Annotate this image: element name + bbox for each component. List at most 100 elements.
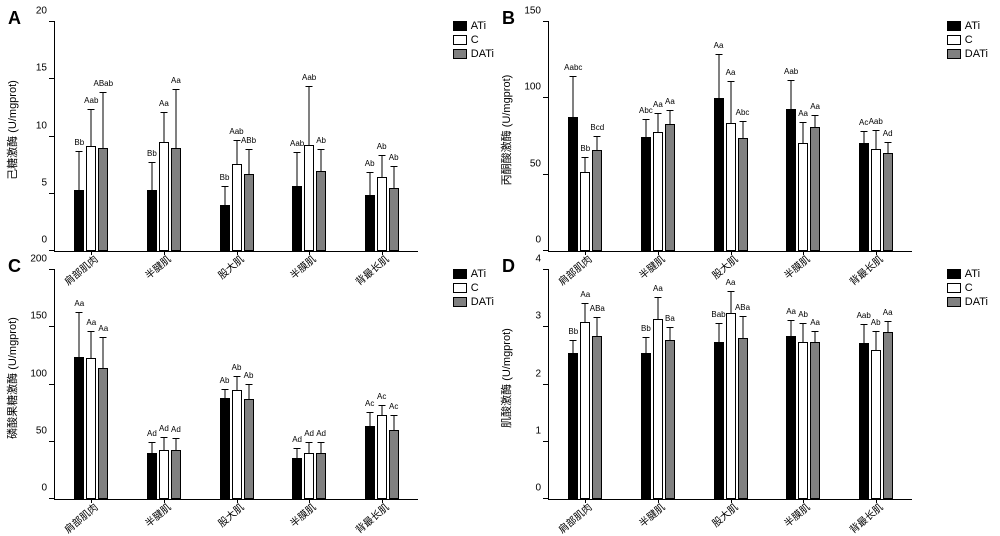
significance-label: ABa xyxy=(735,303,750,312)
bar-wrap: Ab xyxy=(365,195,375,251)
plot: 050100150肩部肌肉AabcBbBcd半腱肌AbcAaAa股大肌AaAaA… xyxy=(548,22,912,252)
bar-wrap: Ad xyxy=(171,450,181,499)
significance-label: Ad xyxy=(292,435,302,444)
bar-wrap: Aab xyxy=(292,186,302,251)
bar-wrap: Ab xyxy=(377,177,387,251)
error-bar xyxy=(742,316,743,339)
error-bar xyxy=(875,130,876,150)
bar: Ab xyxy=(232,390,242,499)
error-bar xyxy=(309,442,310,455)
bar-wrap: Aab xyxy=(859,343,869,499)
error-bar xyxy=(803,323,804,343)
error-bar xyxy=(163,112,164,143)
significance-label: Bab xyxy=(711,310,725,319)
bar-group: BbAaBa xyxy=(641,319,675,499)
legend-swatch xyxy=(453,297,467,307)
bar: Aab xyxy=(859,343,869,499)
bar: Aa xyxy=(714,98,724,251)
bar-group: AbAbAb xyxy=(220,390,254,499)
error-bar xyxy=(369,412,370,427)
error-bar xyxy=(730,81,731,124)
significance-label: Aab xyxy=(290,139,304,148)
bar-wrap: Ab xyxy=(232,390,242,499)
bar: Ab xyxy=(365,195,375,251)
legend-row: DATi xyxy=(947,48,988,60)
bar: Aa xyxy=(726,313,736,499)
bar-group: AcAcAc xyxy=(365,415,399,499)
significance-label: Abc xyxy=(639,106,653,115)
bar: Ac xyxy=(377,415,387,499)
bar-wrap: Ad xyxy=(316,453,326,499)
error-bar xyxy=(79,151,80,191)
bar: Aab xyxy=(232,164,242,251)
bar-group: AabAabAb xyxy=(292,145,326,251)
y-tick-label: 10 xyxy=(36,120,55,131)
error-bar xyxy=(236,376,237,391)
y-tick-label: 150 xyxy=(30,311,55,322)
bar-wrap: ABab xyxy=(98,148,108,251)
legend-swatch xyxy=(947,35,961,45)
y-tick-label: 1 xyxy=(535,425,549,436)
significance-label: Ab xyxy=(220,376,230,385)
plot: 05101520肩部肌肉BbAabABab半腱肌BbAaAa股大肌BbAabAB… xyxy=(54,22,418,252)
legend-label: ATi xyxy=(471,268,486,280)
legend-label: ATi xyxy=(965,268,980,280)
significance-label: Ab xyxy=(244,371,254,380)
y-tick-label: 3 xyxy=(535,311,549,322)
y-tick xyxy=(49,193,55,194)
bar-group: AabcBbBcd xyxy=(568,117,602,251)
y-tick-label: 2 xyxy=(535,368,549,379)
bar-group: AabAaAa xyxy=(786,109,820,251)
bar: Bb xyxy=(580,172,590,251)
legend-swatch xyxy=(453,21,467,31)
significance-label: Aa xyxy=(665,97,675,106)
legend-row: ATi xyxy=(453,20,494,32)
bar: Aa xyxy=(171,148,181,251)
bar: Aa xyxy=(74,357,84,499)
bar-wrap: Aab xyxy=(304,145,314,251)
error-bar xyxy=(309,86,310,146)
error-bar xyxy=(887,142,888,154)
error-bar xyxy=(730,291,731,314)
legend-swatch xyxy=(947,283,961,293)
significance-label: Bb xyxy=(220,173,230,182)
significance-label: Ad xyxy=(883,129,893,138)
bar-wrap: Aa xyxy=(86,358,96,499)
error-bar xyxy=(248,149,249,175)
bar-group: AaAbAa xyxy=(786,336,820,499)
bar-wrap: Aa xyxy=(74,357,84,499)
significance-label: Abc xyxy=(736,108,750,117)
bar-wrap: Bb xyxy=(641,353,651,499)
bar-wrap: Aab xyxy=(86,146,96,251)
legend-swatch xyxy=(453,35,467,45)
bar-wrap: Aabc xyxy=(568,117,578,251)
bar: Aa xyxy=(798,143,808,251)
bar: Ac xyxy=(859,143,869,251)
bar: Aa xyxy=(810,342,820,499)
y-tick xyxy=(49,250,55,251)
error-bar xyxy=(297,448,298,458)
bar-wrap: Bb xyxy=(220,205,230,251)
error-bar xyxy=(91,331,92,360)
significance-label: Ab xyxy=(871,318,881,327)
error-bar xyxy=(393,415,394,431)
significance-label: Bb xyxy=(580,144,590,153)
y-tick-label: 0 xyxy=(41,483,55,494)
panel-grid: A05101520肩部肌肉BbAabABab半腱肌BbAaAa股大肌BbAabA… xyxy=(8,8,992,500)
significance-label: Aa xyxy=(786,307,796,316)
bar-wrap: Ac xyxy=(377,415,387,499)
bar-wrap: Ba xyxy=(665,340,675,499)
bar-wrap: Abc xyxy=(641,137,651,252)
bar-wrap: Bb xyxy=(568,353,578,499)
panel-C: C050100150200肩部肌肉AaAaAa半腱肌AdAdAd股大肌AbAbA… xyxy=(8,256,498,500)
bar: Aab xyxy=(786,109,796,251)
error-bar xyxy=(669,327,670,341)
y-tick-label: 0 xyxy=(535,235,549,246)
legend-row: C xyxy=(453,282,494,294)
bar-wrap: Aa xyxy=(159,142,169,251)
y-tick xyxy=(543,21,549,22)
bar-wrap: Aa xyxy=(810,127,820,251)
error-bar xyxy=(236,140,237,165)
error-bar xyxy=(597,136,598,151)
y-tick xyxy=(49,326,55,327)
